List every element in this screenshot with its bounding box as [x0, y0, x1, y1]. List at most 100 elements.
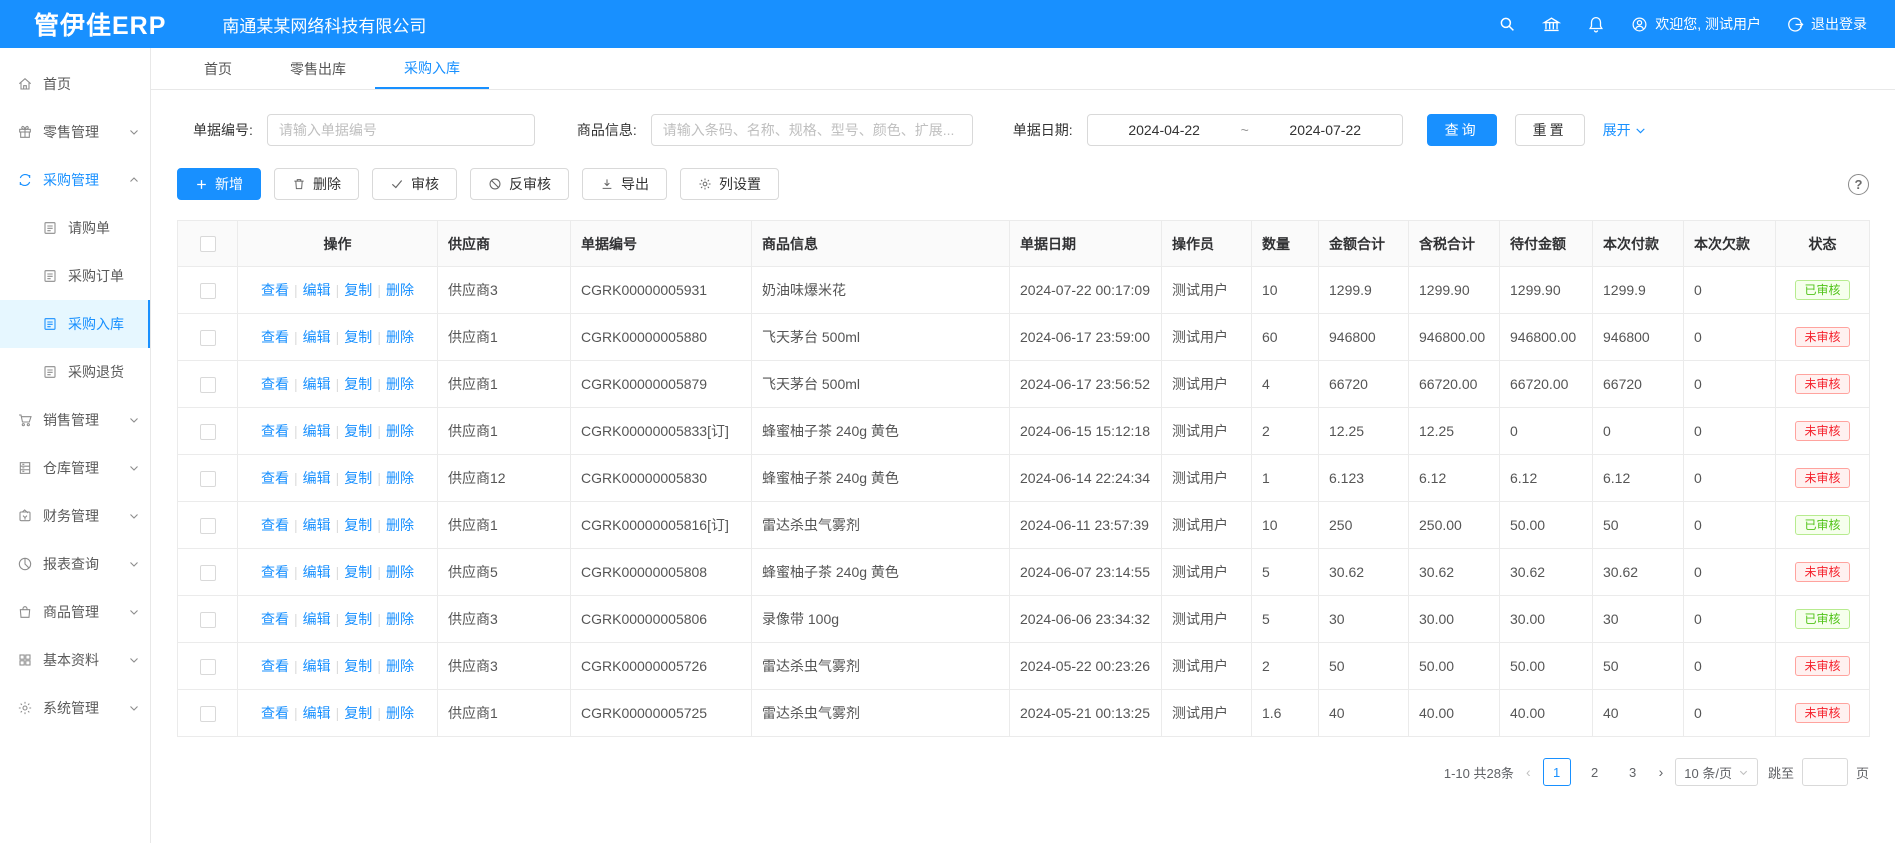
row-action-view[interactable]: 查看 [261, 423, 290, 439]
row-action-view[interactable]: 查看 [261, 376, 290, 392]
row-action-copy[interactable]: 复制 [344, 329, 373, 345]
sidebar-item-finance-mgmt[interactable]: 财务管理 [0, 492, 150, 540]
row-action-copy[interactable]: 复制 [344, 376, 373, 392]
tab-purchase-inbound[interactable]: 采购入库 [375, 48, 489, 89]
export-button[interactable]: 导出 [582, 168, 667, 200]
row-checkbox[interactable] [199, 329, 216, 346]
row-action-delete[interactable]: 删除 [385, 705, 414, 721]
sidebar-item-basic-data[interactable]: 基本资料 [0, 636, 150, 684]
column-settings-button[interactable]: 列设置 [680, 168, 779, 200]
row-action-view[interactable]: 查看 [261, 282, 290, 298]
unapprove-button[interactable]: 反审核 [470, 168, 569, 200]
row-action-edit[interactable]: 编辑 [302, 423, 331, 439]
row-action-delete[interactable]: 删除 [385, 376, 414, 392]
row-action-edit[interactable]: 编辑 [302, 658, 331, 674]
row-action-edit[interactable]: 编辑 [302, 564, 331, 580]
row-checkbox[interactable] [199, 705, 216, 722]
reset-button[interactable]: 重置 [1514, 114, 1585, 146]
row-checkbox[interactable] [199, 658, 216, 675]
row-action-view[interactable]: 查看 [261, 564, 290, 580]
tab-retail-outbound[interactable]: 零售出库 [290, 60, 346, 77]
tab-home[interactable]: 首页 [204, 60, 232, 77]
row-action-copy[interactable]: 复制 [344, 611, 373, 627]
row-action-copy[interactable]: 复制 [344, 423, 373, 439]
row-checkbox[interactable] [199, 423, 216, 440]
product-info-input[interactable] [650, 114, 973, 146]
row-action-edit[interactable]: 编辑 [302, 329, 331, 345]
cell-tax-total: 30.62 [1408, 548, 1500, 596]
row-checkbox[interactable] [199, 376, 216, 393]
row-action-copy[interactable]: 复制 [344, 658, 373, 674]
row-action-edit[interactable]: 编辑 [302, 705, 331, 721]
page-button-3[interactable]: 3 [1628, 764, 1637, 780]
row-action-delete[interactable]: 删除 [385, 658, 414, 674]
select-all-checkbox[interactable] [199, 236, 216, 253]
row-action-view[interactable]: 查看 [261, 611, 290, 627]
sidebar-item-retail-mgmt[interactable]: 零售管理 [0, 108, 150, 156]
sidebar-item-warehouse-mgmt[interactable]: 仓库管理 [0, 444, 150, 492]
row-action-edit[interactable]: 编辑 [302, 611, 331, 627]
bank-icon[interactable] [1542, 15, 1562, 34]
cell-product: 雷达杀虫气雾剂 [751, 689, 1010, 737]
sidebar-item-purchase-inbound[interactable]: 采购入库 [0, 300, 150, 348]
sidebar-item-purchase-request[interactable]: 请购单 [0, 204, 150, 252]
delete-button[interactable]: 删除 [274, 168, 359, 200]
row-checkbox[interactable] [199, 611, 216, 628]
row-action-delete[interactable]: 删除 [385, 611, 414, 627]
row-action-view[interactable]: 查看 [261, 517, 290, 533]
expand-toggle[interactable]: 展开 [1603, 120, 1647, 140]
sidebar-item-purchase-order[interactable]: 采购订单 [0, 252, 150, 300]
row-action-delete[interactable]: 删除 [385, 282, 414, 298]
status-badge: 已审核 [1795, 280, 1850, 300]
row-action-view[interactable]: 查看 [261, 705, 290, 721]
row-action-delete[interactable]: 删除 [385, 329, 414, 345]
cell-qty: 2 [1251, 642, 1319, 690]
row-action-copy[interactable]: 复制 [344, 517, 373, 533]
row-action-copy[interactable]: 复制 [344, 705, 373, 721]
search-button[interactable]: 查询 [1426, 114, 1497, 146]
row-action-delete[interactable]: 删除 [385, 517, 414, 533]
page-size-select[interactable]: 10 条/页 [1675, 758, 1758, 786]
bell-icon[interactable] [1587, 15, 1605, 33]
sidebar-item-goods-mgmt[interactable]: 商品管理 [0, 588, 150, 636]
approve-button[interactable]: 审核 [372, 168, 457, 200]
row-action-view[interactable]: 查看 [261, 658, 290, 674]
search-icon[interactable] [1498, 15, 1516, 33]
page-button-1[interactable]: 1 [1542, 758, 1571, 786]
next-page-button[interactable]: › [1658, 764, 1664, 780]
row-action-edit[interactable]: 编辑 [302, 470, 331, 486]
row-action-edit[interactable]: 编辑 [302, 376, 331, 392]
row-action-copy[interactable]: 复制 [344, 564, 373, 580]
row-action-view[interactable]: 查看 [261, 329, 290, 345]
row-action-edit[interactable]: 编辑 [302, 282, 331, 298]
sidebar-item-purchase-mgmt[interactable]: 采购管理 [0, 156, 150, 204]
row-action-delete[interactable]: 删除 [385, 423, 414, 439]
row-action-view[interactable]: 查看 [261, 470, 290, 486]
date-end[interactable]: 2024-07-22 [1289, 122, 1362, 138]
row-checkbox[interactable] [199, 470, 216, 487]
date-range-picker[interactable]: 2024-04-22 ~ 2024-07-22 [1086, 114, 1403, 146]
user-menu[interactable]: 欢迎您, 测试用户 [1631, 14, 1761, 34]
row-checkbox[interactable] [199, 517, 216, 534]
sidebar-item-sales-mgmt[interactable]: 销售管理 [0, 396, 150, 444]
prev-page-button[interactable]: ‹ [1525, 764, 1531, 780]
sidebar-item-system-mgmt[interactable]: 系统管理 [0, 684, 150, 732]
row-action-delete[interactable]: 删除 [385, 564, 414, 580]
logout-button[interactable]: 退出登录 [1787, 14, 1867, 34]
jump-page-input[interactable] [1801, 758, 1848, 786]
row-action-edit[interactable]: 编辑 [302, 517, 331, 533]
app-logo[interactable]: 管伊佳ERP [34, 12, 167, 40]
order-no-input[interactable] [266, 114, 535, 146]
page-button-2[interactable]: 2 [1590, 764, 1599, 780]
sidebar-item-purchase-return[interactable]: 采购退货 [0, 348, 150, 396]
sidebar-item-report-query[interactable]: 报表查询 [0, 540, 150, 588]
row-action-copy[interactable]: 复制 [344, 282, 373, 298]
row-action-copy[interactable]: 复制 [344, 470, 373, 486]
help-icon[interactable]: ? [1848, 173, 1869, 195]
row-action-delete[interactable]: 删除 [385, 470, 414, 486]
row-checkbox[interactable] [199, 282, 216, 299]
row-checkbox[interactable] [199, 564, 216, 581]
add-button[interactable]: 新增 [177, 168, 261, 200]
sidebar-item-home[interactable]: 首页 [0, 60, 150, 108]
date-start[interactable]: 2024-04-22 [1128, 122, 1200, 138]
